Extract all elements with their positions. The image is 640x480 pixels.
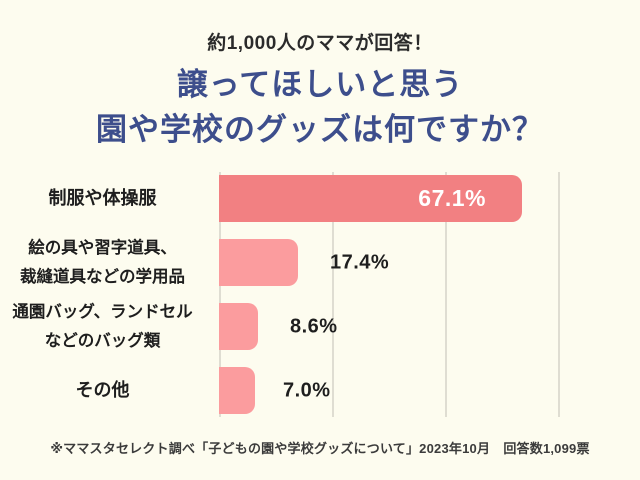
bar-track-1: 17.4% xyxy=(219,239,640,286)
respondents-banner: 約1,000人のママが回答！ xyxy=(207,33,433,54)
category-label-3: その他 xyxy=(75,379,130,400)
category-label-2: 通園バッグ、ランドセル などのバッグ類 xyxy=(12,303,193,350)
chart-row-3: その他 7.0% xyxy=(0,367,640,414)
value-label-2: 8.6% xyxy=(290,315,338,337)
gridline-75pct xyxy=(558,172,560,417)
bar-chart: 制服や体操服 67.1% 絵の具や習字道具、 裁縫道具などの学用品 17.4% 通園バッグ… xyxy=(0,172,640,417)
bar-track-3: 7.0% xyxy=(219,367,640,414)
gridline-25pct xyxy=(332,172,334,417)
gridline-0pct xyxy=(219,172,221,417)
chart-row-1: 絵の具や習字道具、 裁縫道具などの学用品 17.4% xyxy=(0,239,640,286)
bar-track-0: 67.1% xyxy=(219,175,640,222)
chart-title-line1: 譲ってほしいと思う xyxy=(176,67,464,102)
category-label-1: 絵の具や習字道具、 裁縫道具などの学用品 xyxy=(20,239,185,286)
source-note: ※ママスタセレクト調べ「子どもの園や学校グッズについて」2023年10月 回答数… xyxy=(50,441,590,456)
chart-title: 譲ってほしいと思う 園や学校のグッズは何ですか？ xyxy=(0,62,640,152)
gridline-50pct xyxy=(445,172,447,417)
bar-3 xyxy=(219,367,255,414)
category-label-0: 制服や体操服 xyxy=(48,187,157,208)
bar-track-2: 8.6% xyxy=(219,303,640,350)
value-label-0: 67.1% xyxy=(418,185,486,211)
value-label-1: 17.4% xyxy=(330,251,390,273)
chart-row-2: 通園バッグ、ランドセル などのバッグ類 8.6% xyxy=(0,303,640,350)
value-label-3: 7.0% xyxy=(283,379,331,401)
chart-title-line2: 園や学校のグッズは何ですか？ xyxy=(96,112,544,147)
chart-rows: 制服や体操服 67.1% 絵の具や習字道具、 裁縫道具などの学用品 17.4% 通園バッグ… xyxy=(0,175,640,414)
chart-gridlines xyxy=(219,172,564,417)
bar-2 xyxy=(219,303,258,350)
bar-0: 67.1% xyxy=(219,175,522,222)
chart-row-0: 制服や体操服 67.1% xyxy=(0,175,640,222)
bar-1 xyxy=(219,239,298,286)
